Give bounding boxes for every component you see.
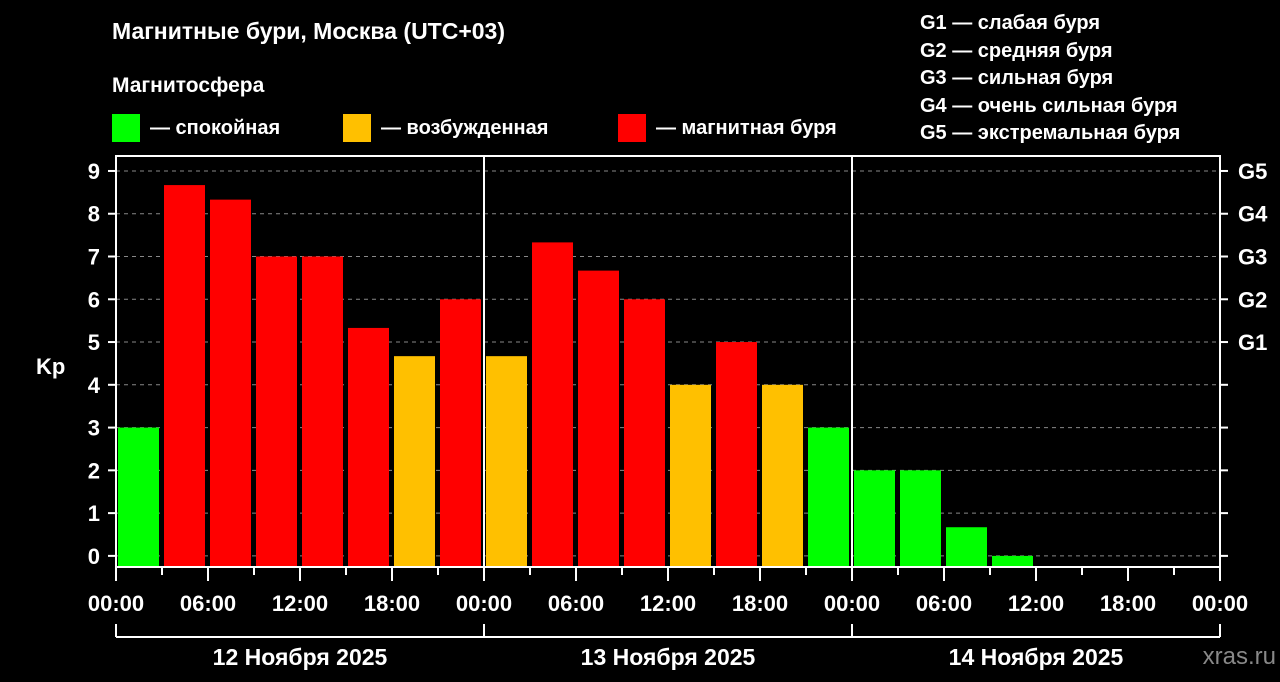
- y-tick-label: 4: [88, 373, 101, 398]
- g-scale-g1: G1 — слабая буря: [920, 12, 1101, 34]
- g-scale-g3: G3 — сильная буря: [920, 67, 1114, 89]
- legend-item-storm: — магнитная буря: [618, 114, 837, 142]
- y-tick-label: 5: [88, 330, 100, 355]
- legend-label: — спокойная: [150, 116, 281, 139]
- kp-bar: [716, 342, 757, 567]
- y-tick-label: 0: [88, 544, 100, 569]
- x-tick-label: 00:00: [1192, 591, 1248, 616]
- x-tick-label: 00:00: [824, 591, 880, 616]
- kp-bar: [486, 356, 527, 567]
- g-axis-label: G5: [1238, 159, 1267, 184]
- y-tick-label: 2: [88, 458, 100, 483]
- kp-bar: [118, 427, 159, 567]
- kp-bar: [348, 327, 389, 567]
- y-tick-label: 6: [88, 287, 100, 312]
- g-axis-label: G1: [1238, 330, 1267, 355]
- y-axis-label: Kp: [36, 354, 65, 379]
- x-tick-label: 18:00: [1100, 591, 1156, 616]
- x-tick-label: 06:00: [548, 591, 604, 616]
- x-tick-label: 12:00: [640, 591, 696, 616]
- legend-label: — магнитная буря: [656, 116, 837, 139]
- y-tick-label: 1: [88, 501, 100, 526]
- x-tick-label: 18:00: [364, 591, 420, 616]
- kp-bar: [808, 427, 849, 567]
- legend-item-active: — возбужденная: [343, 114, 548, 142]
- g-scale-g2: G2 — средняя буря: [920, 40, 1113, 62]
- y-tick-label: 8: [88, 202, 100, 227]
- kp-bar: [394, 356, 435, 567]
- y-tick-label: 3: [88, 416, 100, 441]
- legend-item-quiet: — спокойная: [112, 114, 280, 142]
- kp-bar: [854, 470, 895, 567]
- chart-title: Магнитные бури, Москва (UTC+03): [112, 18, 506, 44]
- legend-swatch: [618, 114, 646, 142]
- legend-title: Магнитосфера: [112, 74, 265, 97]
- x-tick-label: 18:00: [732, 591, 788, 616]
- kp-bar: [578, 270, 619, 567]
- x-tick-label: 00:00: [88, 591, 144, 616]
- kp-bar: [762, 384, 803, 567]
- x-tick-label: 00:00: [456, 591, 512, 616]
- kp-bar: [670, 384, 711, 567]
- y-tick-label: 7: [88, 245, 100, 270]
- g-scale-g4: G4 — очень сильная буря: [920, 95, 1178, 117]
- kp-bar: [440, 299, 481, 567]
- x-tick-label: 06:00: [180, 591, 236, 616]
- g-axis-label: G2: [1238, 287, 1267, 312]
- x-tick-label: 06:00: [916, 591, 972, 616]
- legend-label: — возбужденная: [381, 116, 549, 139]
- legend-swatch: [343, 114, 371, 142]
- legend-swatch: [112, 114, 140, 142]
- g-axis-label: G4: [1238, 202, 1268, 227]
- g-axis-label: G3: [1238, 245, 1267, 270]
- kp-bar: [164, 185, 205, 567]
- watermark: xras.ru: [1202, 643, 1276, 670]
- kp-bar: [210, 199, 251, 568]
- kp-bar: [532, 242, 573, 567]
- g-scale-g5: G5 — экстремальная буря: [920, 122, 1181, 144]
- x-tick-label: 12:00: [272, 591, 328, 616]
- x-tick-label: 12:00: [1008, 591, 1064, 616]
- kp-bar: [900, 470, 941, 567]
- kp-bar: [624, 299, 665, 567]
- kp-bar: [256, 256, 297, 567]
- kp-bar: [302, 256, 343, 567]
- day-label: 14 Ноября 2025: [949, 644, 1124, 670]
- day-label: 12 Ноября 2025: [213, 644, 388, 670]
- kp-bar: [992, 555, 1033, 567]
- day-label: 13 Ноября 2025: [581, 644, 756, 670]
- y-tick-label: 9: [88, 159, 100, 184]
- kp-bar: [946, 527, 987, 567]
